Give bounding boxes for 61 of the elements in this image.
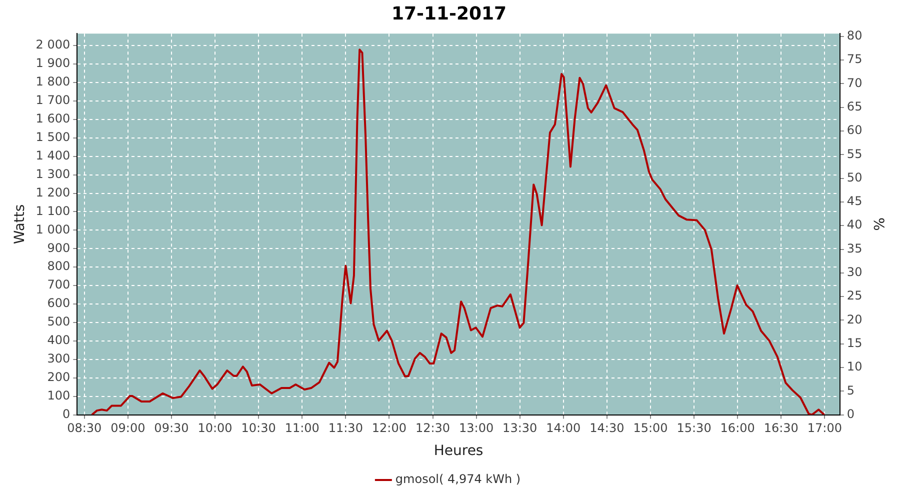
y2-tick-label: 10 (846, 360, 862, 374)
x-tick-label: 12:30 (415, 421, 450, 436)
y2-tick-label: 65 (846, 100, 862, 114)
y-tick-label: 400 (47, 333, 70, 348)
y-tick-label: 900 (47, 240, 70, 255)
y2-tick-label: 30 (846, 265, 862, 280)
y-tick-label: 1 800 (36, 74, 70, 89)
legend-label: gmosol( 4,974 kWh ) (395, 472, 521, 486)
x-axis-title: Heures (434, 443, 484, 460)
y-tick-label: 800 (47, 259, 70, 274)
y-tick-label: 1 400 (36, 148, 70, 162)
y-tick-label: 1 900 (36, 56, 70, 70)
x-tick-label: 14:30 (590, 421, 624, 436)
y2-tick-label: 60 (846, 123, 862, 138)
y2-tick-label: 45 (846, 194, 862, 208)
chart-title: 17-11-2017 (391, 3, 507, 24)
y-tick-label: 2 000 (36, 38, 70, 52)
y-tick-label: 600 (47, 296, 70, 310)
y2-tick-label: 75 (846, 52, 862, 66)
x-tick-label: 16:00 (720, 421, 755, 436)
x-tick-label: 09:30 (154, 421, 189, 436)
y2-tick-label: 15 (846, 336, 862, 350)
y2-tick-label: 25 (846, 288, 862, 303)
y-axis-title: Watts (12, 204, 28, 244)
y-tick-label: 1 600 (36, 112, 70, 126)
y2-tick-label: 55 (846, 146, 862, 161)
y2-axis-title: % (870, 218, 886, 231)
y-tick-label: 500 (47, 314, 70, 329)
x-tick-label: 12:00 (372, 421, 407, 436)
y-tick-label: 1 100 (36, 204, 70, 218)
x-tick-label: 09:00 (110, 421, 146, 436)
y-tick-label: 200 (47, 370, 70, 384)
x-tick-label: 08:30 (67, 421, 102, 436)
x-tick-label: 13:30 (502, 421, 538, 436)
x-tick-label: 10:30 (241, 421, 276, 436)
y2-tick-label: 70 (846, 76, 862, 90)
y-tick-label: 300 (47, 352, 70, 366)
y-tick-label: 1 200 (36, 185, 70, 200)
y2-tick-label: 5 (846, 383, 855, 398)
y2-tick-label: 0 (846, 406, 855, 421)
y-tick-label: 1 000 (36, 222, 70, 236)
y2-tick-label: 80 (846, 28, 862, 43)
y2-tick-label: 40 (846, 218, 862, 232)
y2-tick-label: 35 (846, 241, 862, 256)
x-tick-label: 15:30 (676, 421, 712, 436)
x-tick-label: 11:00 (284, 421, 320, 436)
y-tick-label: 0 (62, 406, 70, 421)
y-tick-label: 1 500 (36, 130, 70, 144)
y-tick-label: 1 300 (36, 166, 70, 181)
y-tick-label: 1 700 (36, 93, 70, 108)
x-tick-label: 13:00 (459, 421, 494, 436)
x-tick-label: 15:00 (633, 421, 668, 436)
x-tick-label: 10:00 (198, 421, 232, 436)
y2-tick-label: 50 (846, 170, 862, 184)
x-tick-label: 16:30 (764, 421, 798, 436)
y-tick-label: 100 (47, 388, 70, 402)
x-tick-label: 11:30 (328, 421, 363, 436)
x-tick-label: 14:00 (546, 421, 581, 436)
y-tick-label: 700 (47, 278, 70, 292)
x-tick-label: 17:00 (807, 421, 842, 436)
y2-tick-label: 20 (846, 312, 862, 326)
